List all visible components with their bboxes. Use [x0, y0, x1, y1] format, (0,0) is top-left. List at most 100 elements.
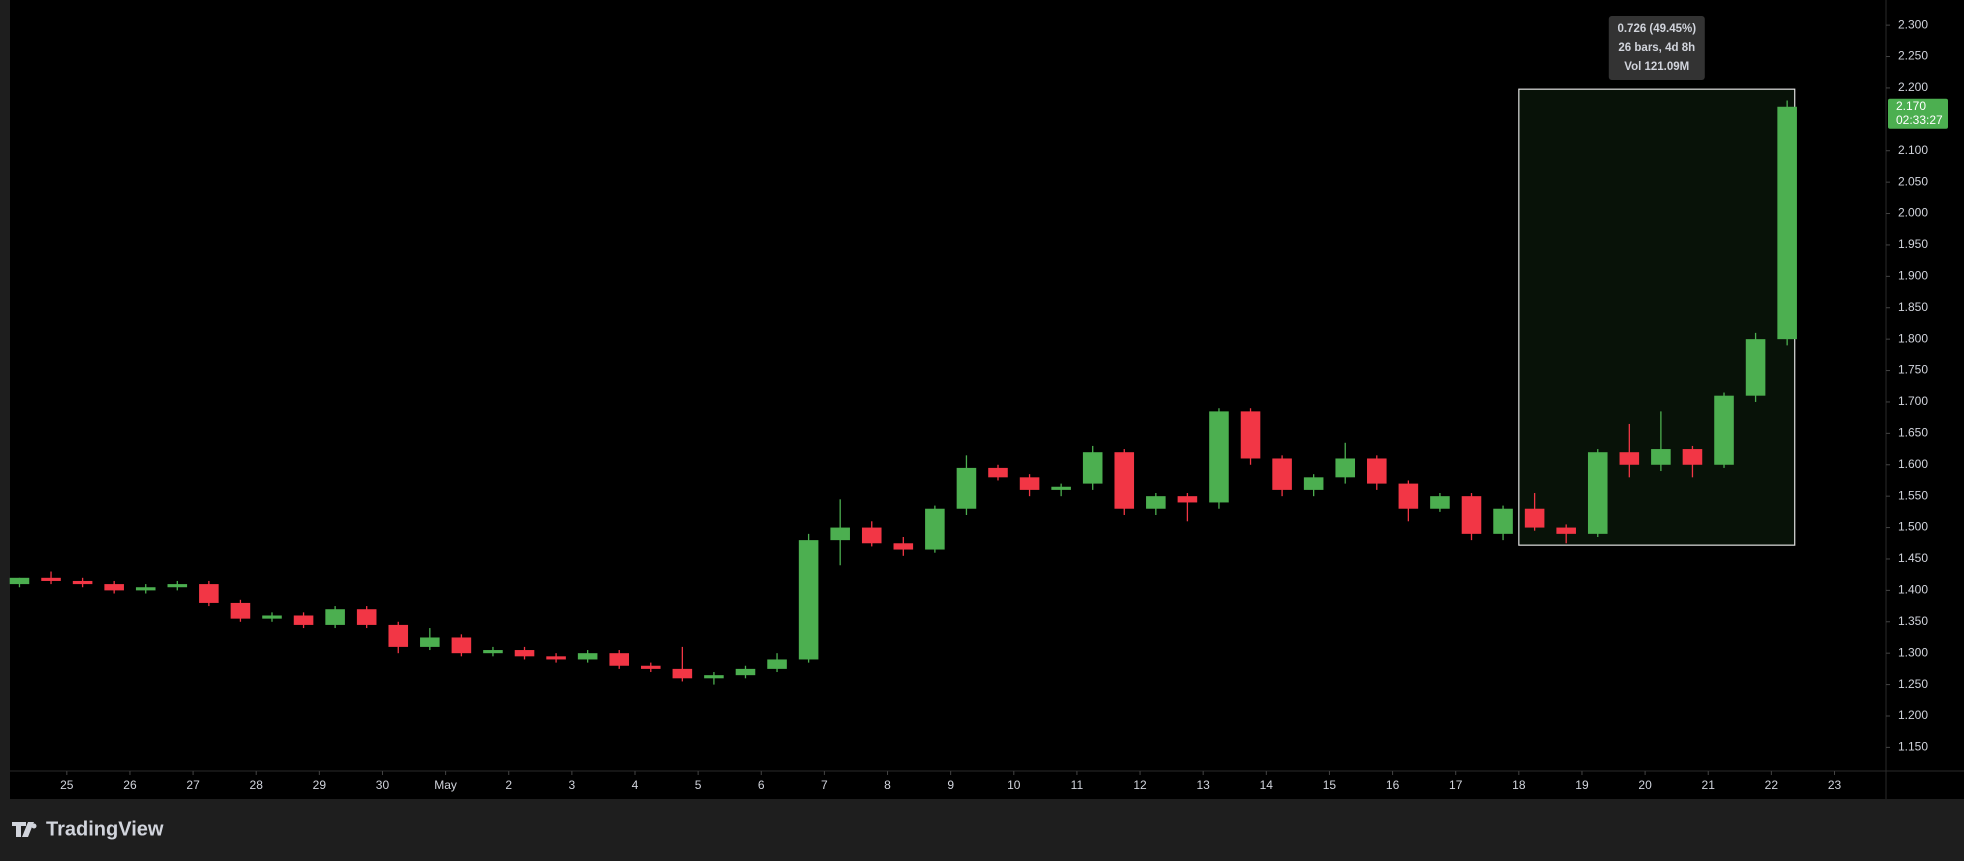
candle-body — [1493, 508, 1513, 534]
x-tick-label: 15 — [1323, 778, 1337, 792]
tooltip-text: Vol 121.09M — [1624, 61, 1689, 73]
candle-body — [609, 653, 630, 666]
candle-body — [577, 653, 598, 660]
y-tick-label: 2.200 — [1898, 80, 1928, 94]
y-tick-label: 1.700 — [1898, 394, 1928, 408]
candle-body — [1651, 449, 1671, 465]
left-border — [0, 0, 10, 799]
y-tick-label: 1.450 — [1898, 551, 1928, 565]
candle-body — [230, 602, 251, 619]
candle-body — [1524, 508, 1545, 528]
x-tick-label: 19 — [1575, 778, 1589, 792]
y-tick-label: 1.200 — [1898, 708, 1928, 722]
candle-body — [1556, 527, 1576, 534]
y-tick-label: 1.150 — [1898, 740, 1928, 754]
candle-body — [893, 543, 914, 550]
y-tick-label: 1.250 — [1898, 677, 1928, 691]
brand: TradingView — [46, 818, 164, 840]
y-tick-label: 1.350 — [1898, 614, 1928, 628]
x-tick-label: 10 — [1007, 778, 1021, 792]
candle-body — [704, 675, 724, 679]
y-tick-label: 1.750 — [1898, 363, 1928, 377]
candle-body — [9, 577, 30, 585]
x-tick-label: 5 — [695, 778, 702, 792]
candle-body — [672, 668, 693, 679]
x-tick-label: 25 — [60, 778, 74, 792]
x-tick-label: 21 — [1702, 778, 1716, 792]
candle-body — [1714, 395, 1734, 465]
tooltip — [1608, 16, 1705, 80]
tooltip-text: 0.726 (49.45%) — [1617, 23, 1696, 35]
candle-body — [167, 584, 188, 588]
candle-body — [1303, 477, 1324, 490]
y-tick-label: 2.100 — [1898, 143, 1928, 157]
last-price-tag — [1888, 98, 1948, 129]
y-tick-label: 1.850 — [1898, 300, 1928, 314]
y-tick-label: 2.000 — [1898, 206, 1928, 220]
y-tick-label: 1.300 — [1898, 645, 1928, 659]
x-tick-label: 7 — [821, 778, 828, 792]
candle-body — [451, 637, 472, 654]
candle-body — [293, 615, 314, 625]
candle-body — [262, 615, 282, 619]
candle-body — [1398, 483, 1419, 509]
y-tick-label: 1.400 — [1898, 583, 1928, 597]
x-tick-label: 12 — [1133, 778, 1147, 792]
x-tick-label: 20 — [1638, 778, 1652, 792]
candle-body — [1430, 496, 1450, 509]
candle-body — [1272, 458, 1292, 490]
candle-body — [1461, 496, 1482, 534]
candle-body — [988, 467, 1008, 478]
y-tick-label: 1.950 — [1898, 237, 1928, 251]
x-tick-label: 9 — [947, 778, 954, 792]
x-tick-label: 17 — [1449, 778, 1463, 792]
candle-body — [640, 665, 661, 669]
candle-body — [1051, 486, 1071, 490]
candle-body — [41, 577, 61, 581]
x-tick-label: 29 — [313, 778, 327, 792]
x-tick-label: 26 — [123, 778, 137, 792]
countdown: 02:33:27 — [1896, 113, 1943, 127]
candle-body — [956, 467, 977, 509]
candle-body — [767, 659, 787, 669]
y-tick-label: 2.250 — [1898, 49, 1928, 63]
x-tick-label: 4 — [632, 778, 639, 792]
footer — [0, 799, 1964, 861]
candle-body — [925, 508, 945, 550]
candle-body — [1019, 477, 1040, 490]
candle-body — [388, 624, 409, 647]
candle-body — [325, 609, 345, 625]
x-tick-label: 3 — [569, 778, 576, 792]
candle-body — [830, 527, 850, 541]
y-tick-label: 1.650 — [1898, 426, 1928, 440]
x-tick-label: 16 — [1386, 778, 1400, 792]
x-tick-label: 8 — [884, 778, 891, 792]
x-tick-label: 30 — [376, 778, 390, 792]
candle-body — [1587, 452, 1608, 534]
candle-body — [135, 587, 156, 591]
y-tick-label: 1.800 — [1898, 331, 1928, 345]
candle-body — [514, 650, 535, 657]
candle-body — [798, 540, 819, 660]
candle-body — [861, 527, 882, 544]
candle-body — [1745, 339, 1766, 396]
y-tick-label: 1.500 — [1898, 520, 1928, 534]
x-tick-label: 6 — [758, 778, 765, 792]
x-tick-label: 18 — [1512, 778, 1526, 792]
candle-body — [1777, 106, 1797, 340]
candle-body — [1619, 452, 1640, 465]
candle-body — [1082, 452, 1103, 484]
candle-body — [104, 584, 124, 591]
x-tick-label: 23 — [1828, 778, 1842, 792]
x-tick-label: 28 — [250, 778, 264, 792]
candle-body — [1240, 411, 1261, 459]
x-tick-label: 2 — [505, 778, 512, 792]
x-tick-label: 11 — [1071, 778, 1084, 792]
y-tick-label: 1.900 — [1898, 269, 1928, 283]
tooltip-text: 26 bars, 4d 8h — [1618, 42, 1695, 54]
candle-body — [483, 650, 503, 654]
logo-icon — [12, 822, 34, 837]
candle-body — [1367, 458, 1387, 484]
